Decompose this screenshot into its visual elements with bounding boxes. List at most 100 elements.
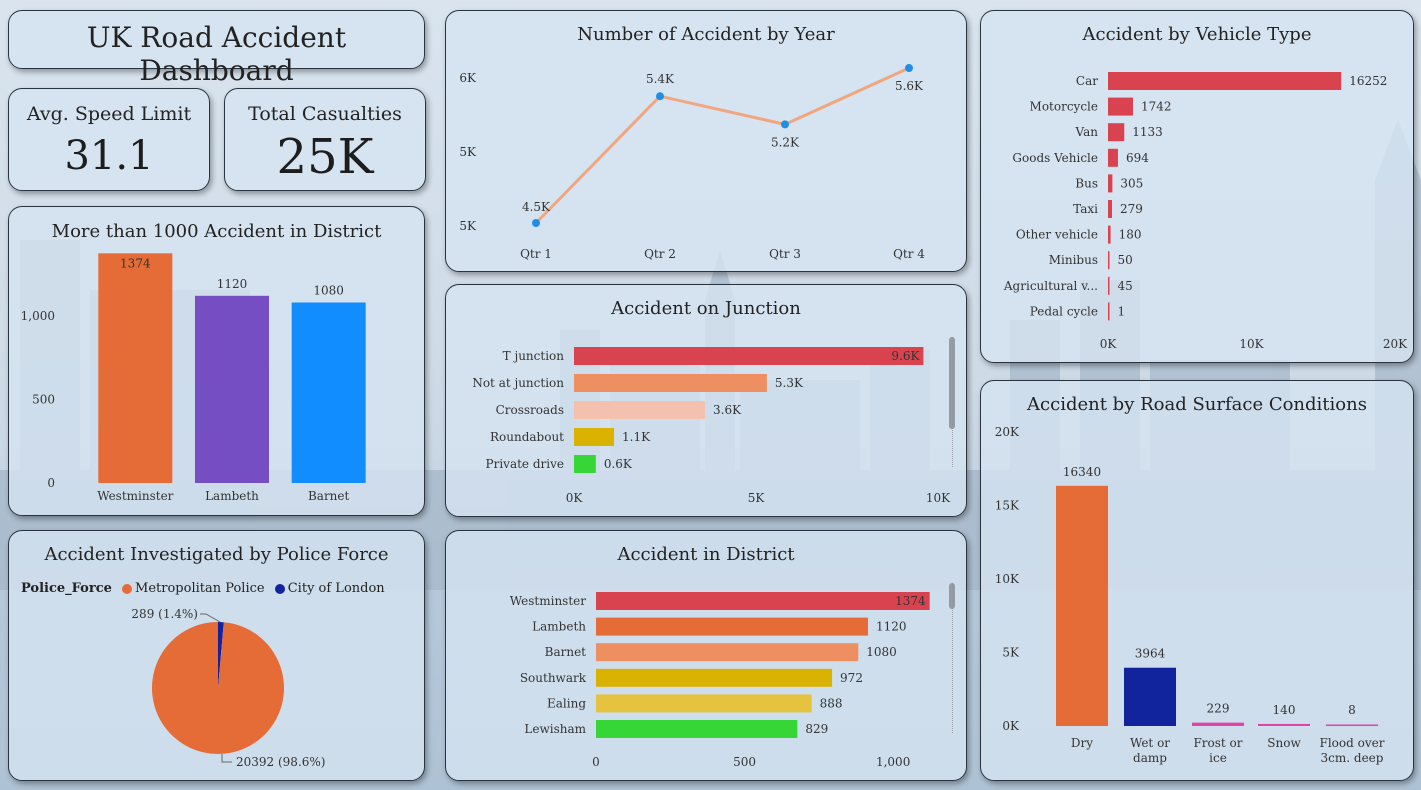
bar-private-drive[interactable] xyxy=(574,455,596,473)
bar-t-junction[interactable] xyxy=(574,347,924,365)
category-label: Bus xyxy=(1075,176,1098,190)
data-label: 888 xyxy=(820,696,843,710)
district-chart[interactable]: Westminster 1374 Lambeth 1120 Barnet 1080 Sout… xyxy=(446,531,968,782)
data-label: 50 xyxy=(1118,253,1133,267)
bar-motorcycle[interactable] xyxy=(1108,97,1133,116)
x-tick-label: Flood over xyxy=(1320,736,1385,750)
district-1000-title: More than 1000 Accident in District xyxy=(51,221,382,242)
kpi-avg-speed-limit-card[interactable]: Avg. Speed Limit 31.1 xyxy=(8,88,210,191)
x-tick-label: Qtr 4 xyxy=(893,247,925,261)
bar-car[interactable] xyxy=(1108,72,1342,90)
data-label: 1080 xyxy=(313,283,344,297)
bar-southwark[interactable] xyxy=(596,668,833,687)
data-point-qtr-1[interactable] xyxy=(532,219,540,227)
y-tick-label: 15K xyxy=(995,499,1020,513)
by-year-chart[interactable]: 6K 5K 5K 4.5K Qtr 1 5.4K Qtr 2 5.2K Qtr 3 5.6K Qtr… xyxy=(446,11,968,273)
category-label: Taxi xyxy=(1073,202,1098,216)
kpi-total-casualties-label: Total Casualties xyxy=(248,103,402,125)
category-label: Lewisham xyxy=(524,722,586,736)
bar-goods-vehicle[interactable] xyxy=(1108,148,1118,167)
bar-lambeth[interactable] xyxy=(195,295,269,483)
kpi-total-casualties-card[interactable]: Total Casualties 25K xyxy=(224,88,426,191)
x-tick-label: Qtr 3 xyxy=(769,247,801,261)
district-card[interactable]: Accident in District Westminster 1374 Lamb… xyxy=(445,530,967,781)
data-label: 5.3K xyxy=(775,376,804,390)
data-point-qtr-4[interactable] xyxy=(905,64,913,73)
district-1000-chart[interactable]: 0 500 1,000 1374 Westminster 1120 Lambeth 1080 B… xyxy=(9,207,426,517)
x-tick-label: damp xyxy=(1133,751,1167,765)
bar-flood-over-3cm-deep[interactable] xyxy=(1326,724,1378,727)
bar-lewisham[interactable] xyxy=(596,720,798,738)
category-label: Goods Vehicle xyxy=(1012,151,1098,165)
data-label: 16340 xyxy=(1063,465,1101,479)
bar-ealing[interactable] xyxy=(596,694,812,713)
y-tick-label: 0K xyxy=(1002,719,1020,733)
bar-not-at-junction[interactable] xyxy=(574,374,767,392)
bar-agricultural-v[interactable] xyxy=(1108,276,1110,295)
bar-wet-or-damp[interactable] xyxy=(1124,667,1176,726)
bar-pedal-cycle[interactable] xyxy=(1108,302,1110,321)
data-point-qtr-2[interactable] xyxy=(656,92,664,101)
surface-title: Accident by Road Surface Conditions xyxy=(1027,394,1367,415)
bar-van[interactable] xyxy=(1108,123,1125,142)
category-label: Private drive xyxy=(486,457,564,471)
leader-line xyxy=(200,613,221,623)
vehicle-card[interactable]: Accident by Vehicle Type Car 16252 Motorcy… xyxy=(980,10,1414,363)
series-line[interactable] xyxy=(534,66,910,225)
data-label: 229 xyxy=(1207,702,1230,716)
junction-card[interactable]: Accident on Junction T junction 9.6K Not a… xyxy=(445,284,967,517)
category-label: Southwark xyxy=(520,671,587,685)
bar-bus[interactable] xyxy=(1108,174,1113,193)
y-tick-label: 6K xyxy=(459,71,477,85)
vehicle-chart[interactable]: Car 16252 Motorcycle 1742 Van 1133 Goods Vehic… xyxy=(981,11,1415,364)
legend-item-metropolitan[interactable]: Metropolitan Police xyxy=(135,581,265,596)
bar-snow[interactable] xyxy=(1258,723,1310,726)
x-tick-label: 0K xyxy=(1100,337,1118,351)
data-label: 45 xyxy=(1118,279,1133,293)
data-label: 1.1K xyxy=(622,430,651,444)
police-force-chart[interactable]: 289 (1.4%) 20392 (98.6%) xyxy=(9,531,426,782)
bar-minibus[interactable] xyxy=(1108,251,1110,270)
bar-crossroads[interactable] xyxy=(574,401,706,419)
district-scrollbar[interactable] xyxy=(949,583,955,609)
bar-barnet[interactable] xyxy=(596,643,859,662)
pie-slice-metropolitan-police[interactable] xyxy=(151,622,284,754)
data-label: 3964 xyxy=(1135,647,1166,661)
bar-barnet[interactable] xyxy=(291,302,366,483)
x-tick-label: Wet or xyxy=(1130,736,1170,750)
junction-title: Accident on Junction xyxy=(611,298,801,319)
bar-other-vehicle[interactable] xyxy=(1108,225,1111,244)
police-force-card[interactable]: Accident Investigated by Police Force Po… xyxy=(8,530,425,781)
bar-lambeth[interactable] xyxy=(596,617,868,636)
x-tick-label: 0K xyxy=(566,491,584,505)
x-tick-label: 5K xyxy=(748,491,766,505)
data-label: 289 (1.4%) xyxy=(131,607,198,621)
junction-chart[interactable]: T junction 9.6K Not at junction 5.3K Crossro… xyxy=(446,285,968,518)
data-label: 16252 xyxy=(1349,74,1387,88)
data-label: 8 xyxy=(1348,703,1356,717)
bar-dry[interactable] xyxy=(1056,485,1108,726)
surface-card[interactable]: Accident by Road Surface Conditions 0K 5K… xyxy=(980,380,1414,781)
data-label: 1120 xyxy=(217,277,248,291)
data-label: 1374 xyxy=(120,256,151,270)
legend-item-city-of-london[interactable]: City of London xyxy=(287,581,385,596)
category-label: Not at junction xyxy=(472,376,564,390)
bar-taxi[interactable] xyxy=(1108,200,1113,218)
category-label: Lambeth xyxy=(532,620,586,634)
pie-slice-city-of-london[interactable] xyxy=(218,622,224,688)
data-label: 9.6K xyxy=(891,349,920,363)
category-label: T junction xyxy=(503,349,565,363)
data-label: 829 xyxy=(805,722,828,736)
bar-frost-or-ice[interactable] xyxy=(1192,722,1244,726)
data-label: 972 xyxy=(840,671,863,685)
junction-scrollbar[interactable] xyxy=(949,337,955,429)
bar-roundabout[interactable] xyxy=(574,428,615,446)
data-point-qtr-3[interactable] xyxy=(781,120,789,129)
bar-westminster[interactable] xyxy=(596,592,930,610)
bar-westminster[interactable] xyxy=(98,253,173,483)
by-year-card[interactable]: Number of Accident by Year 6K 5K 5K 4.5K Qtr… xyxy=(445,10,967,272)
district-1000-card[interactable]: More than 1000 Accident in District 0 500… xyxy=(8,206,425,516)
category-label: Car xyxy=(1076,74,1098,88)
vehicle-title: Accident by Vehicle Type xyxy=(1082,24,1312,45)
